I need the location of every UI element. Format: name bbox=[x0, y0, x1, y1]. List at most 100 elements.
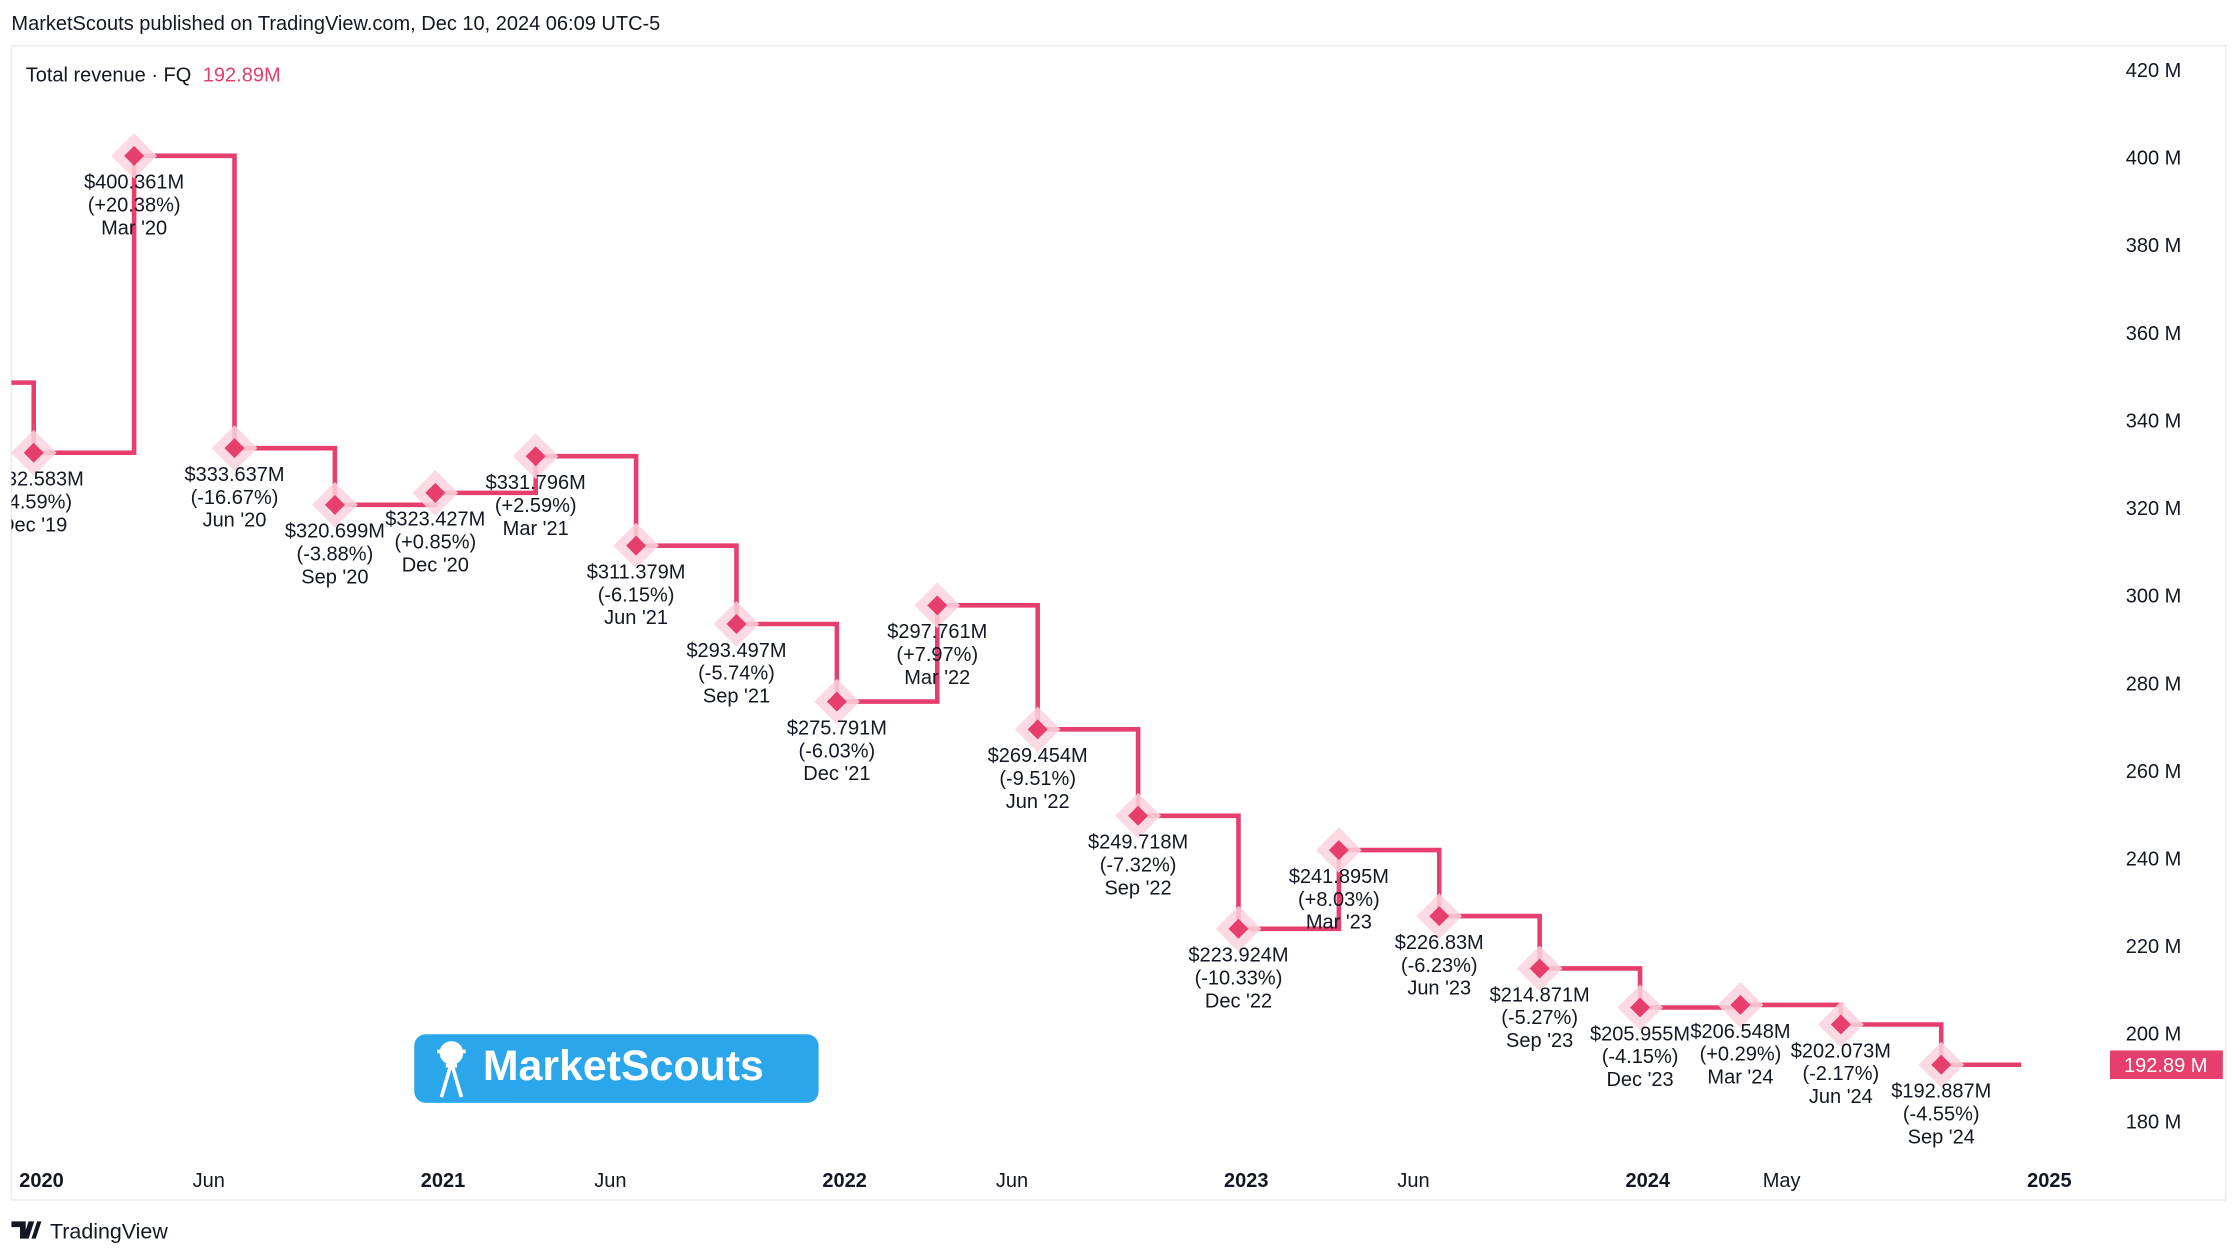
x-tick-label: 2023 bbox=[1224, 1170, 1269, 1192]
x-tick-label: 2021 bbox=[421, 1170, 466, 1192]
value-label: $400.361M bbox=[84, 172, 184, 194]
point bbox=[525, 446, 546, 467]
plot-frame bbox=[10, 45, 2227, 1201]
point bbox=[626, 535, 647, 556]
change-label: (-16.67%) bbox=[191, 487, 279, 509]
plot-area: $332.583M(-4.59%)Dec '19 $400.361M(+20.38… bbox=[0, 132, 2022, 1148]
value-label: $293.497M bbox=[686, 640, 786, 662]
date-label: Jun '22 bbox=[1006, 791, 1070, 813]
y-tick-label: 420 M bbox=[2126, 60, 2182, 82]
x-tick-label: 2020 bbox=[19, 1170, 64, 1192]
date-label: Sep '22 bbox=[1104, 877, 1171, 899]
change-label: (-6.23%) bbox=[1401, 955, 1478, 977]
change-label: (+2.59%) bbox=[495, 495, 577, 517]
value-label: $311.379M bbox=[587, 562, 686, 584]
legend-label: Total revenue · FQ bbox=[26, 64, 192, 86]
step-line bbox=[11, 153, 2022, 1068]
watermark: MarketScouts bbox=[414, 1034, 819, 1103]
value-label: $297.761M bbox=[887, 621, 987, 643]
y-tick-label: 180 M bbox=[2126, 1111, 2182, 1133]
point bbox=[1830, 1014, 1851, 1035]
date-label: Mar '22 bbox=[904, 667, 970, 689]
date-label: Sep '24 bbox=[1908, 1126, 1975, 1148]
last-value-badge bbox=[2110, 1050, 2223, 1080]
point bbox=[224, 438, 245, 459]
x-tick-label: Jun bbox=[193, 1170, 225, 1192]
y-tick-label: 200 M bbox=[2126, 1024, 2182, 1046]
watermark-badge bbox=[414, 1034, 819, 1103]
date-label: Dec '20 bbox=[402, 554, 469, 576]
change-label: (+8.03%) bbox=[1298, 889, 1380, 911]
point bbox=[1128, 805, 1149, 826]
point bbox=[826, 691, 847, 712]
point bbox=[425, 482, 446, 503]
change-label: (-4.59%) bbox=[0, 491, 72, 513]
point bbox=[1730, 994, 1751, 1015]
date-label: Mar '24 bbox=[1707, 1066, 1773, 1088]
date-label: Jun '20 bbox=[203, 510, 267, 532]
footer-logo: TradingView bbox=[11, 1220, 168, 1244]
point bbox=[1027, 719, 1048, 740]
y-tick-label: 240 M bbox=[2126, 849, 2182, 871]
point bbox=[1429, 906, 1450, 927]
point bbox=[1328, 840, 1349, 861]
change-label: (-9.51%) bbox=[999, 768, 1076, 790]
date-label: Dec '23 bbox=[1606, 1069, 1673, 1091]
value-label: $214.871M bbox=[1490, 984, 1590, 1006]
date-label: Sep '23 bbox=[1506, 1030, 1573, 1052]
change-label: (-5.27%) bbox=[1501, 1007, 1578, 1029]
date-label: Mar '23 bbox=[1306, 912, 1372, 934]
value-label: $249.718M bbox=[1088, 832, 1188, 854]
change-label: (-10.33%) bbox=[1195, 968, 1283, 990]
date-label: Jun '21 bbox=[604, 607, 668, 629]
y-tick-label: 400 M bbox=[2126, 148, 2182, 170]
y-tick-label: 380 M bbox=[2126, 235, 2182, 257]
change-label: (+20.38%) bbox=[88, 195, 181, 217]
date-label: Dec '22 bbox=[1205, 990, 1272, 1012]
value-label: $241.895M bbox=[1289, 866, 1389, 888]
y-tick-label: 320 M bbox=[2126, 498, 2182, 520]
y-tick-label: 360 M bbox=[2126, 323, 2182, 345]
x-tick-label: 2025 bbox=[2027, 1170, 2072, 1192]
date-label: Sep '21 bbox=[703, 686, 770, 708]
value-label: $223.924M bbox=[1188, 945, 1288, 967]
value-label: $206.548M bbox=[1690, 1021, 1790, 1043]
x-tick-label: 2022 bbox=[822, 1170, 867, 1192]
change-label: (-5.74%) bbox=[698, 663, 775, 685]
date-label: Jun '24 bbox=[1809, 1086, 1873, 1108]
change-label: (-2.17%) bbox=[1802, 1063, 1879, 1085]
change-label: (-7.32%) bbox=[1100, 855, 1177, 877]
date-label: Sep '20 bbox=[301, 566, 368, 588]
value-label: $202.073M bbox=[1791, 1040, 1891, 1062]
y-tick-label: 260 M bbox=[2126, 761, 2182, 783]
date-label: Mar '21 bbox=[503, 518, 569, 540]
value-label: $320.699M bbox=[285, 521, 385, 543]
point bbox=[1529, 958, 1550, 979]
x-tick-label: Jun bbox=[996, 1170, 1028, 1192]
footer-text: TradingView bbox=[50, 1220, 168, 1244]
value-label: $226.83M bbox=[1395, 932, 1484, 954]
watermark-text: MarketScouts bbox=[483, 1042, 764, 1090]
change-label: (-4.15%) bbox=[1602, 1046, 1679, 1068]
date-label: Jun '23 bbox=[1407, 978, 1471, 1000]
published-line: MarketScouts published on TradingView.co… bbox=[11, 13, 660, 35]
date-label: Dec '21 bbox=[803, 763, 870, 785]
value-label: $323.427M bbox=[385, 509, 485, 531]
change-label: (-6.15%) bbox=[598, 584, 675, 606]
value-label: $331.796M bbox=[486, 472, 586, 494]
change-label: (+7.97%) bbox=[896, 644, 978, 666]
y-tick-label: 220 M bbox=[2126, 936, 2182, 958]
x-tick-label: Jun bbox=[594, 1170, 626, 1192]
value-label: $192.887M bbox=[1891, 1081, 1991, 1103]
point bbox=[23, 442, 44, 463]
value-label: $333.637M bbox=[184, 464, 284, 486]
x-tick-label: 2024 bbox=[1626, 1170, 1671, 1192]
x-tick-label: Jun bbox=[1397, 1170, 1429, 1192]
point bbox=[1228, 918, 1249, 939]
watermark-icon bbox=[437, 1041, 466, 1098]
date-label: Dec '19 bbox=[0, 514, 67, 536]
change-label: (-4.55%) bbox=[1903, 1103, 1980, 1125]
y-tick-label: 280 M bbox=[2126, 673, 2182, 695]
